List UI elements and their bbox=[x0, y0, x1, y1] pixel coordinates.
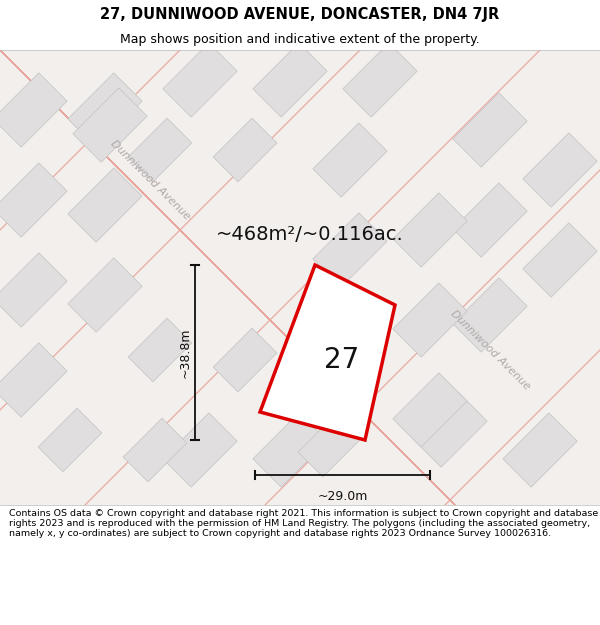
Text: Contains OS data © Crown copyright and database right 2021. This information is : Contains OS data © Crown copyright and d… bbox=[9, 509, 598, 538]
Polygon shape bbox=[393, 373, 467, 447]
Polygon shape bbox=[163, 43, 237, 117]
Text: Dunniwood Avenue: Dunniwood Avenue bbox=[108, 138, 192, 222]
Text: ~38.8m: ~38.8m bbox=[179, 328, 191, 378]
Polygon shape bbox=[393, 193, 467, 267]
Text: Map shows position and indicative extent of the property.: Map shows position and indicative extent… bbox=[120, 32, 480, 46]
Polygon shape bbox=[68, 168, 142, 242]
Text: Dunniwood Avenue: Dunniwood Avenue bbox=[448, 308, 532, 392]
Text: ~468m²/~0.116ac.: ~468m²/~0.116ac. bbox=[216, 226, 404, 244]
Polygon shape bbox=[393, 283, 467, 357]
Polygon shape bbox=[298, 413, 362, 477]
Polygon shape bbox=[343, 43, 417, 117]
Polygon shape bbox=[68, 258, 142, 332]
Polygon shape bbox=[260, 265, 395, 440]
Polygon shape bbox=[0, 343, 67, 417]
Polygon shape bbox=[503, 413, 577, 487]
Text: 27: 27 bbox=[324, 346, 359, 374]
Polygon shape bbox=[413, 393, 487, 467]
Polygon shape bbox=[523, 223, 597, 297]
Polygon shape bbox=[123, 418, 187, 482]
Polygon shape bbox=[0, 163, 67, 237]
Polygon shape bbox=[68, 73, 142, 147]
Polygon shape bbox=[213, 328, 277, 392]
Polygon shape bbox=[453, 278, 527, 352]
Polygon shape bbox=[128, 318, 192, 382]
Polygon shape bbox=[298, 328, 362, 392]
Polygon shape bbox=[38, 408, 102, 472]
Polygon shape bbox=[253, 43, 327, 117]
Polygon shape bbox=[523, 133, 597, 207]
Polygon shape bbox=[163, 413, 237, 487]
Polygon shape bbox=[73, 88, 147, 162]
Polygon shape bbox=[453, 183, 527, 257]
Text: ~29.0m: ~29.0m bbox=[317, 490, 368, 503]
Text: 27, DUNNIWOOD AVENUE, DONCASTER, DN4 7JR: 27, DUNNIWOOD AVENUE, DONCASTER, DN4 7JR bbox=[100, 6, 500, 21]
Polygon shape bbox=[128, 118, 192, 182]
Polygon shape bbox=[213, 118, 277, 182]
Polygon shape bbox=[0, 253, 67, 327]
Polygon shape bbox=[313, 123, 387, 197]
Polygon shape bbox=[253, 413, 327, 487]
Polygon shape bbox=[453, 93, 527, 167]
Polygon shape bbox=[0, 73, 67, 147]
Polygon shape bbox=[313, 213, 387, 287]
